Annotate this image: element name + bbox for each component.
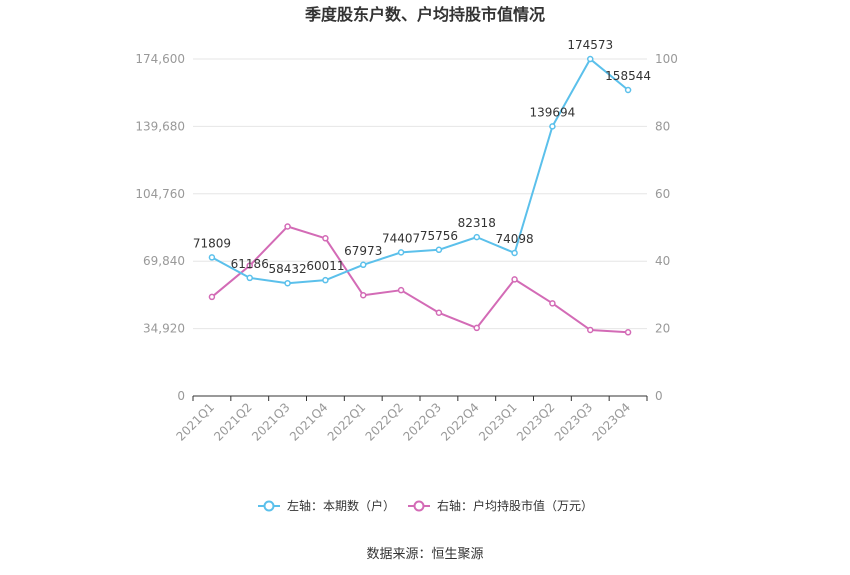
y-right-tick-label: 20 — [655, 322, 670, 336]
data-label: 74098 — [495, 232, 533, 246]
source-note: 数据来源：恒生聚源 — [366, 547, 483, 562]
data-point-left — [435, 246, 443, 254]
legend-label-right-series: 右轴：户均持股市值（万元） — [437, 498, 593, 513]
data-point-right — [549, 300, 556, 307]
legend-item-right[interactable]: 右轴：户均持股市值（万元） — [408, 498, 593, 513]
data-point-right — [246, 262, 253, 269]
y-right-tick-label: 100 — [655, 52, 678, 66]
data-point-left — [360, 261, 367, 269]
data-label: 58432 — [268, 262, 306, 276]
x-tick-label: 2021Q1 — [173, 400, 217, 444]
data-point-left — [511, 249, 518, 257]
data-label: 139694 — [530, 105, 576, 119]
y-left-tick-label: 174,600 — [135, 52, 185, 66]
y-left-tick-label: 0 — [177, 389, 185, 403]
data-label: 174573 — [567, 38, 613, 52]
y-right-tick-label: 40 — [655, 254, 670, 268]
data-point-right — [208, 293, 216, 301]
y-left-tick-label: 69,840 — [143, 254, 185, 268]
chart-title: 季度股东户数、户均持股市值情况 — [304, 5, 545, 24]
series-line-right — [211, 225, 629, 334]
legend-item-left[interactable]: 左轴：本期数（户） — [258, 498, 395, 513]
data-point-right — [511, 276, 518, 283]
data-label: 61186 — [231, 257, 269, 271]
data-point-right — [587, 326, 594, 334]
legend-label-left-series: 左轴：本期数（户） — [287, 498, 395, 513]
y-left-tick-label: 104,760 — [135, 187, 185, 201]
data-label: 71809 — [193, 236, 231, 250]
data-point-left — [397, 249, 405, 256]
y-left-tick-label: 139,680 — [135, 119, 185, 133]
data-point-right — [473, 324, 480, 332]
data-label: 74407 — [382, 231, 420, 245]
x-tick-label: 2022Q4 — [438, 400, 482, 444]
x-tick-label: 2021Q2 — [211, 400, 255, 444]
data-label: 75756 — [420, 229, 458, 243]
y-left-tick-label: 34,920 — [143, 322, 185, 336]
data-point-left — [208, 254, 216, 261]
data-point-right — [624, 329, 632, 336]
x-tick-label: 2023Q3 — [552, 400, 596, 444]
grid-lines — [193, 58, 647, 397]
y-right-tick-label: 80 — [655, 119, 670, 133]
x-tick-label: 2023Q2 — [514, 400, 558, 444]
data-point-right — [435, 309, 443, 317]
data-point-left — [549, 123, 556, 130]
legend: 左轴：本期数（户） 右轴：户均持股市值（万元） — [258, 498, 593, 513]
data-point-right — [322, 235, 329, 242]
data-point-left — [246, 274, 253, 282]
data-point-left — [624, 86, 632, 94]
series-lines — [211, 58, 629, 334]
data-label: 158544 — [605, 69, 651, 83]
legend-marker-right-series — [413, 500, 425, 512]
x-tick-label: 2022Q1 — [325, 400, 369, 444]
data-point-left — [284, 279, 291, 287]
x-tick-label: 2023Q4 — [590, 400, 634, 444]
series-line-left — [211, 58, 629, 285]
data-point-left — [587, 55, 594, 63]
y-right-tick-label: 0 — [655, 389, 663, 403]
x-tick-label: 2022Q3 — [400, 400, 444, 444]
data-point-left — [322, 276, 329, 284]
data-points — [208, 55, 632, 336]
data-label: 67973 — [344, 244, 382, 258]
data-label: 60011 — [306, 259, 344, 273]
data-point-right — [360, 291, 367, 299]
x-tick-label: 2021Q4 — [287, 400, 331, 444]
legend-marker-left-series — [263, 500, 275, 512]
data-point-left — [473, 233, 480, 241]
data-point-right — [397, 286, 405, 294]
data-point-right — [284, 223, 291, 230]
y-right-tick-label: 60 — [655, 187, 670, 201]
x-tick-label: 2022Q2 — [363, 400, 407, 444]
x-tick-label: 2023Q1 — [476, 400, 520, 444]
x-tick-label: 2021Q3 — [249, 400, 293, 444]
data-label: 82318 — [458, 216, 496, 230]
